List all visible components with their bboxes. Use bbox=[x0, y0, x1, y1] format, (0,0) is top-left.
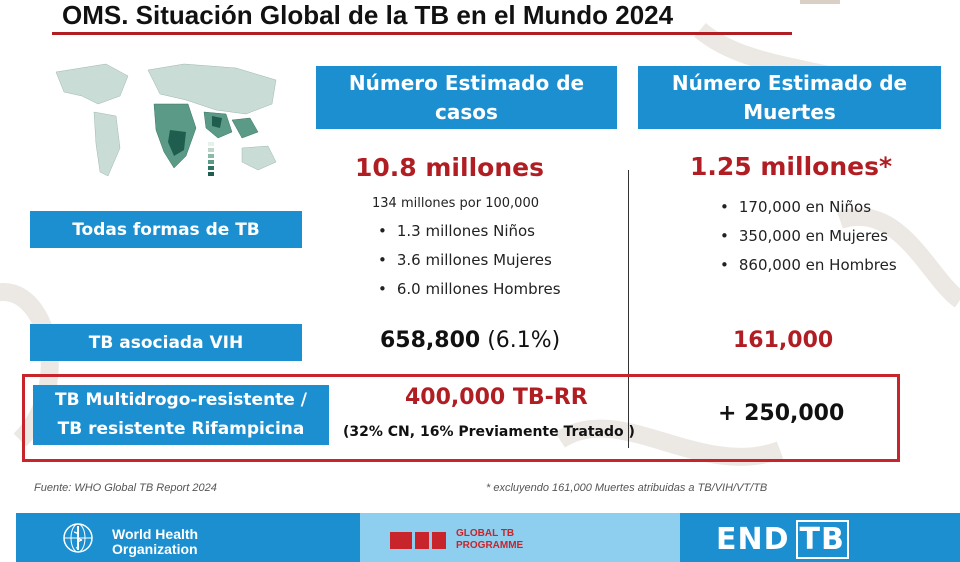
row-label-mdr: TB Multidrogo-resistente / TB resistente… bbox=[33, 385, 329, 445]
gtb-line1: GLOBAL TB bbox=[456, 528, 515, 539]
hiv-cases-number: 658,800 bbox=[380, 328, 481, 353]
column-divider bbox=[628, 170, 629, 448]
all-forms-cases-total: 10.8 millones bbox=[355, 153, 544, 182]
all-forms-deaths-breakdown: 170,000 en Niños 350,000 en Mujeres 860,… bbox=[720, 193, 897, 280]
who-line2: Organization bbox=[112, 541, 198, 557]
row-label-all-forms: Todas formas de TB bbox=[30, 211, 302, 248]
list-item: 1.3 millones Niños bbox=[378, 217, 561, 246]
end-tb-logo: END TB bbox=[716, 520, 849, 559]
who-line1: World Health bbox=[112, 526, 199, 542]
page-title: OMS. Situación Global de la TB en el Mun… bbox=[62, 0, 674, 30]
end-tb-tb: TB bbox=[795, 520, 849, 559]
list-item: 170,000 en Niños bbox=[720, 193, 897, 222]
world-map-image bbox=[36, 52, 294, 194]
deaths-column-header: Número Estimado de Muertes bbox=[638, 66, 941, 129]
mdr-highlight-box bbox=[22, 374, 900, 462]
list-item: 350,000 en Mujeres bbox=[720, 222, 897, 251]
hiv-deaths-value: 161,000 bbox=[733, 328, 834, 353]
hiv-cases-percent: (6.1%) bbox=[487, 328, 561, 353]
deaths-footnote: * excluyendo 161,000 Muertes atribuidas … bbox=[486, 482, 768, 494]
end-tb-end: END bbox=[716, 522, 790, 557]
gtb-line2: PROGRAMME bbox=[456, 540, 524, 551]
mdr-label-line1: TB Multidrogo-resistente / bbox=[55, 390, 307, 410]
all-forms-deaths-total: 1.25 millones* bbox=[690, 152, 893, 181]
hiv-cases-value: 658,800 (6.1%) bbox=[380, 328, 560, 353]
footer-highlight bbox=[360, 513, 680, 562]
corner-decoration bbox=[800, 0, 840, 4]
all-forms-cases-rate: 134 millones por 100,000 bbox=[372, 196, 539, 211]
mdr-deaths-value: + 250,000 bbox=[718, 401, 845, 426]
footer-arrow-shape bbox=[640, 513, 680, 561]
who-emblem-icon bbox=[63, 523, 93, 553]
source-citation: Fuente: WHO Global TB Report 2024 bbox=[34, 482, 217, 494]
cases-column-header: Número Estimado de casos bbox=[316, 66, 617, 129]
list-item: 3.6 millones Mujeres bbox=[378, 246, 561, 275]
row-label-hiv: TB asociada VIH bbox=[30, 324, 302, 361]
mdr-cases-note: (32% CN, 16% Previamente Tratado ) bbox=[343, 424, 635, 440]
mdr-cases-value: 400,000 TB-RR bbox=[405, 385, 588, 410]
list-item: 860,000 en Hombres bbox=[720, 251, 897, 280]
mdr-label-line2: TB resistente Rifampicina bbox=[57, 419, 305, 439]
global-tb-logo-text: GLOBAL TB PROGRAMME bbox=[456, 528, 523, 552]
all-forms-cases-breakdown: 1.3 millones Niños 3.6 millones Mujeres … bbox=[378, 217, 561, 304]
who-logo-text: World Health Organization bbox=[112, 527, 198, 557]
title-underline bbox=[52, 32, 792, 35]
list-item: 6.0 millones Hombres bbox=[378, 275, 561, 304]
map-legend bbox=[208, 142, 214, 176]
global-tb-logo-icon bbox=[390, 532, 449, 550]
